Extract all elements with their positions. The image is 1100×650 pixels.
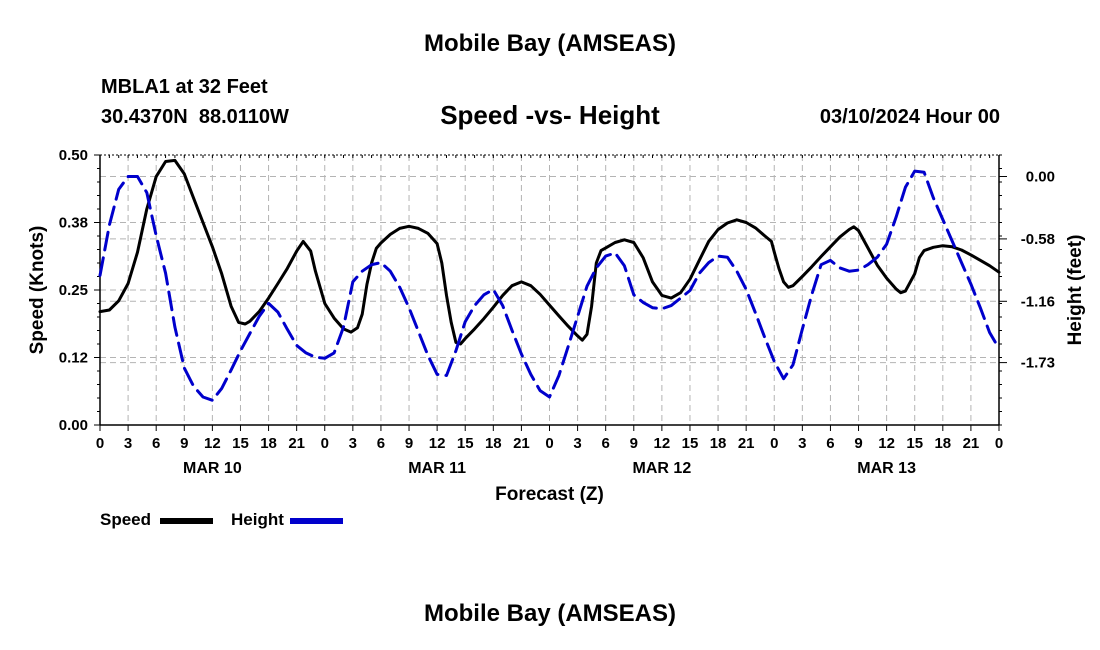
y-axis-label: Speed (Knots) bbox=[27, 226, 48, 355]
x-tick-label: 21 bbox=[963, 435, 980, 452]
x-tick-label: 12 bbox=[654, 435, 671, 452]
page-title: Mobile Bay (AMSEAS) bbox=[423, 30, 677, 57]
x-tick-label: 6 bbox=[377, 435, 385, 452]
footer-title: Mobile Bay (AMSEAS) bbox=[423, 600, 677, 627]
x-tick-label: 6 bbox=[826, 435, 834, 452]
x-tick-label: 12 bbox=[878, 435, 895, 452]
x-tick-label: 0 bbox=[995, 435, 1003, 452]
x-tick-label: 9 bbox=[180, 435, 188, 452]
day-label: MAR 10 bbox=[183, 460, 242, 477]
x-tick-label: 15 bbox=[457, 435, 474, 452]
x-tick-label: 6 bbox=[602, 435, 610, 452]
y2-tick-label: -1.16 bbox=[1021, 293, 1055, 310]
x-tick-label: 21 bbox=[288, 435, 305, 452]
y2-tick-label: 0.00 bbox=[1026, 169, 1055, 186]
x-axis-label: Forecast (Z) bbox=[495, 484, 604, 505]
x-tick-label: 18 bbox=[934, 435, 951, 452]
speed-series-line bbox=[98, 158, 1001, 346]
y-tick-label: 0.50 bbox=[59, 147, 88, 164]
forecast-datetime: 03/10/2024 Hour 00 bbox=[819, 106, 1000, 128]
station-coordinates: 30.4370N 88.0110W bbox=[101, 106, 289, 128]
y-tick-label: 0.12 bbox=[59, 350, 88, 367]
x-tick-label: 21 bbox=[513, 435, 530, 452]
x-tick-label: 3 bbox=[349, 435, 357, 452]
chart-title: Speed -vs- Height bbox=[440, 100, 660, 130]
x-tick-label: 18 bbox=[260, 435, 277, 452]
legend-speed-label: Speed bbox=[100, 510, 152, 529]
legend-speed-swatch bbox=[160, 518, 213, 524]
legend-height-label: Height bbox=[231, 510, 284, 529]
height-series-line bbox=[98, 169, 1001, 402]
station-label: MBLA1 at 32 Feet bbox=[101, 76, 268, 98]
x-tick-label: 9 bbox=[854, 435, 862, 452]
x-tick-label: 9 bbox=[630, 435, 638, 452]
y2-tick-label: -1.73 bbox=[1021, 355, 1055, 372]
y-tick-label: 0.00 bbox=[59, 417, 88, 434]
day-label: MAR 13 bbox=[857, 460, 916, 477]
x-tick-label: 3 bbox=[573, 435, 581, 452]
x-tick-label: 0 bbox=[545, 435, 553, 452]
x-tick-label: 15 bbox=[232, 435, 249, 452]
x-tick-label: 9 bbox=[405, 435, 413, 452]
x-tick-label: 0 bbox=[321, 435, 329, 452]
x-tick-label: 6 bbox=[152, 435, 160, 452]
day-label: MAR 12 bbox=[633, 460, 692, 477]
x-tick-label: 3 bbox=[124, 435, 132, 452]
x-tick-label: 15 bbox=[906, 435, 923, 452]
x-tick-label: 15 bbox=[682, 435, 699, 452]
x-tick-label: 21 bbox=[738, 435, 755, 452]
x-tick-label: 12 bbox=[429, 435, 446, 452]
x-tick-label: 18 bbox=[710, 435, 727, 452]
y2-axis-label: Height (feet) bbox=[1065, 235, 1086, 346]
y-tick-label: 0.25 bbox=[59, 282, 88, 299]
x-tick-label: 0 bbox=[96, 435, 104, 452]
x-tick-label: 12 bbox=[204, 435, 221, 452]
x-tick-label: 0 bbox=[770, 435, 778, 452]
day-label: MAR 11 bbox=[408, 460, 466, 477]
y2-tick-label: -0.58 bbox=[1021, 231, 1055, 248]
legend-height-swatch bbox=[290, 518, 343, 524]
y-tick-label: 0.38 bbox=[59, 215, 88, 232]
x-tick-label: 3 bbox=[798, 435, 806, 452]
x-tick-label: 18 bbox=[485, 435, 502, 452]
